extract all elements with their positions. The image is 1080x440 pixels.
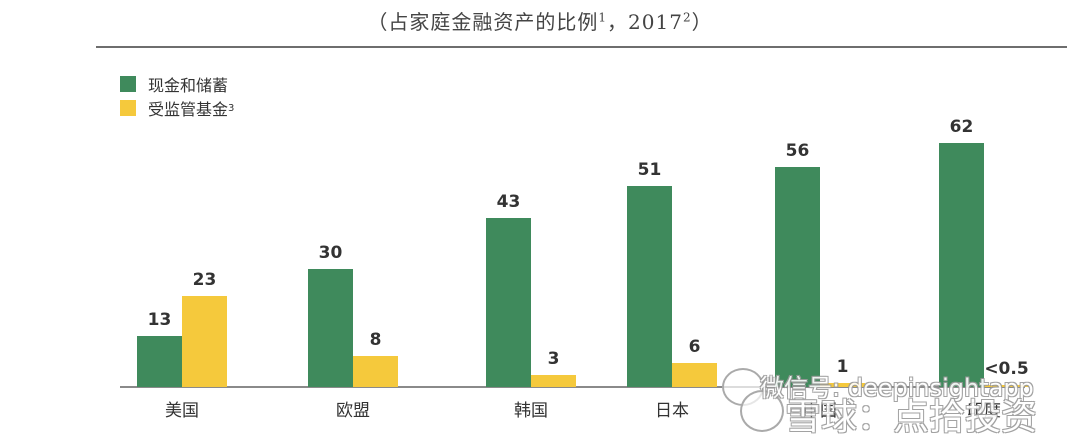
bar-value-label: 3 bbox=[547, 349, 560, 369]
legend-item-cash: 现金和储蓄 bbox=[120, 72, 234, 96]
bar-value-label: 51 bbox=[637, 160, 662, 180]
bar-value-label: 1 bbox=[836, 357, 849, 377]
category-label: 日本 bbox=[655, 401, 689, 421]
bar-cash bbox=[939, 143, 984, 387]
bar-cash bbox=[308, 269, 353, 387]
bar-funds bbox=[353, 356, 398, 387]
category-label: 美国 bbox=[165, 401, 199, 421]
bar-value-label: 8 bbox=[369, 330, 382, 350]
xueqiu-logo-icon bbox=[740, 390, 784, 432]
bar-cash bbox=[137, 336, 182, 387]
bar-value-label: <0.5 bbox=[984, 359, 1029, 379]
bar-funds bbox=[820, 383, 865, 387]
bar-funds bbox=[672, 363, 717, 387]
bar-value-label: 43 bbox=[496, 192, 521, 212]
category-label: 中国 bbox=[803, 401, 837, 421]
bar-value-label: 56 bbox=[785, 141, 810, 161]
bar-value-label: 62 bbox=[949, 117, 974, 137]
legend-swatch-green bbox=[120, 76, 136, 92]
bar-cash bbox=[486, 218, 531, 387]
bar-funds bbox=[182, 296, 227, 387]
watermark-wechat: 微信号: deepinsightapp bbox=[760, 374, 1034, 402]
bar-funds bbox=[531, 375, 576, 387]
title-divider bbox=[96, 46, 1067, 48]
legend-item-funds: 受监管基金 3 bbox=[120, 96, 234, 120]
category-label: 欧盟 bbox=[336, 401, 370, 421]
bar-funds bbox=[984, 385, 1029, 387]
legend-swatch-yellow bbox=[120, 100, 136, 116]
chart-legend: 现金和储蓄 受监管基金 3 bbox=[120, 72, 234, 120]
bar-value-label: 6 bbox=[688, 337, 701, 357]
bar-value-label: 30 bbox=[318, 243, 343, 263]
x-axis bbox=[120, 386, 1025, 388]
chart-title: （占家庭金融资产的比例1，20172） bbox=[367, 10, 713, 34]
bar-cash bbox=[775, 167, 820, 387]
bar-value-label: 23 bbox=[192, 270, 217, 290]
watermark-xueqiu: 雪球：点拾投资 bbox=[785, 397, 1038, 438]
bar-value-label: 13 bbox=[147, 310, 172, 330]
category-label: 印度 bbox=[967, 401, 1001, 421]
category-label: 韩国 bbox=[514, 401, 548, 421]
bar-cash bbox=[627, 186, 672, 387]
